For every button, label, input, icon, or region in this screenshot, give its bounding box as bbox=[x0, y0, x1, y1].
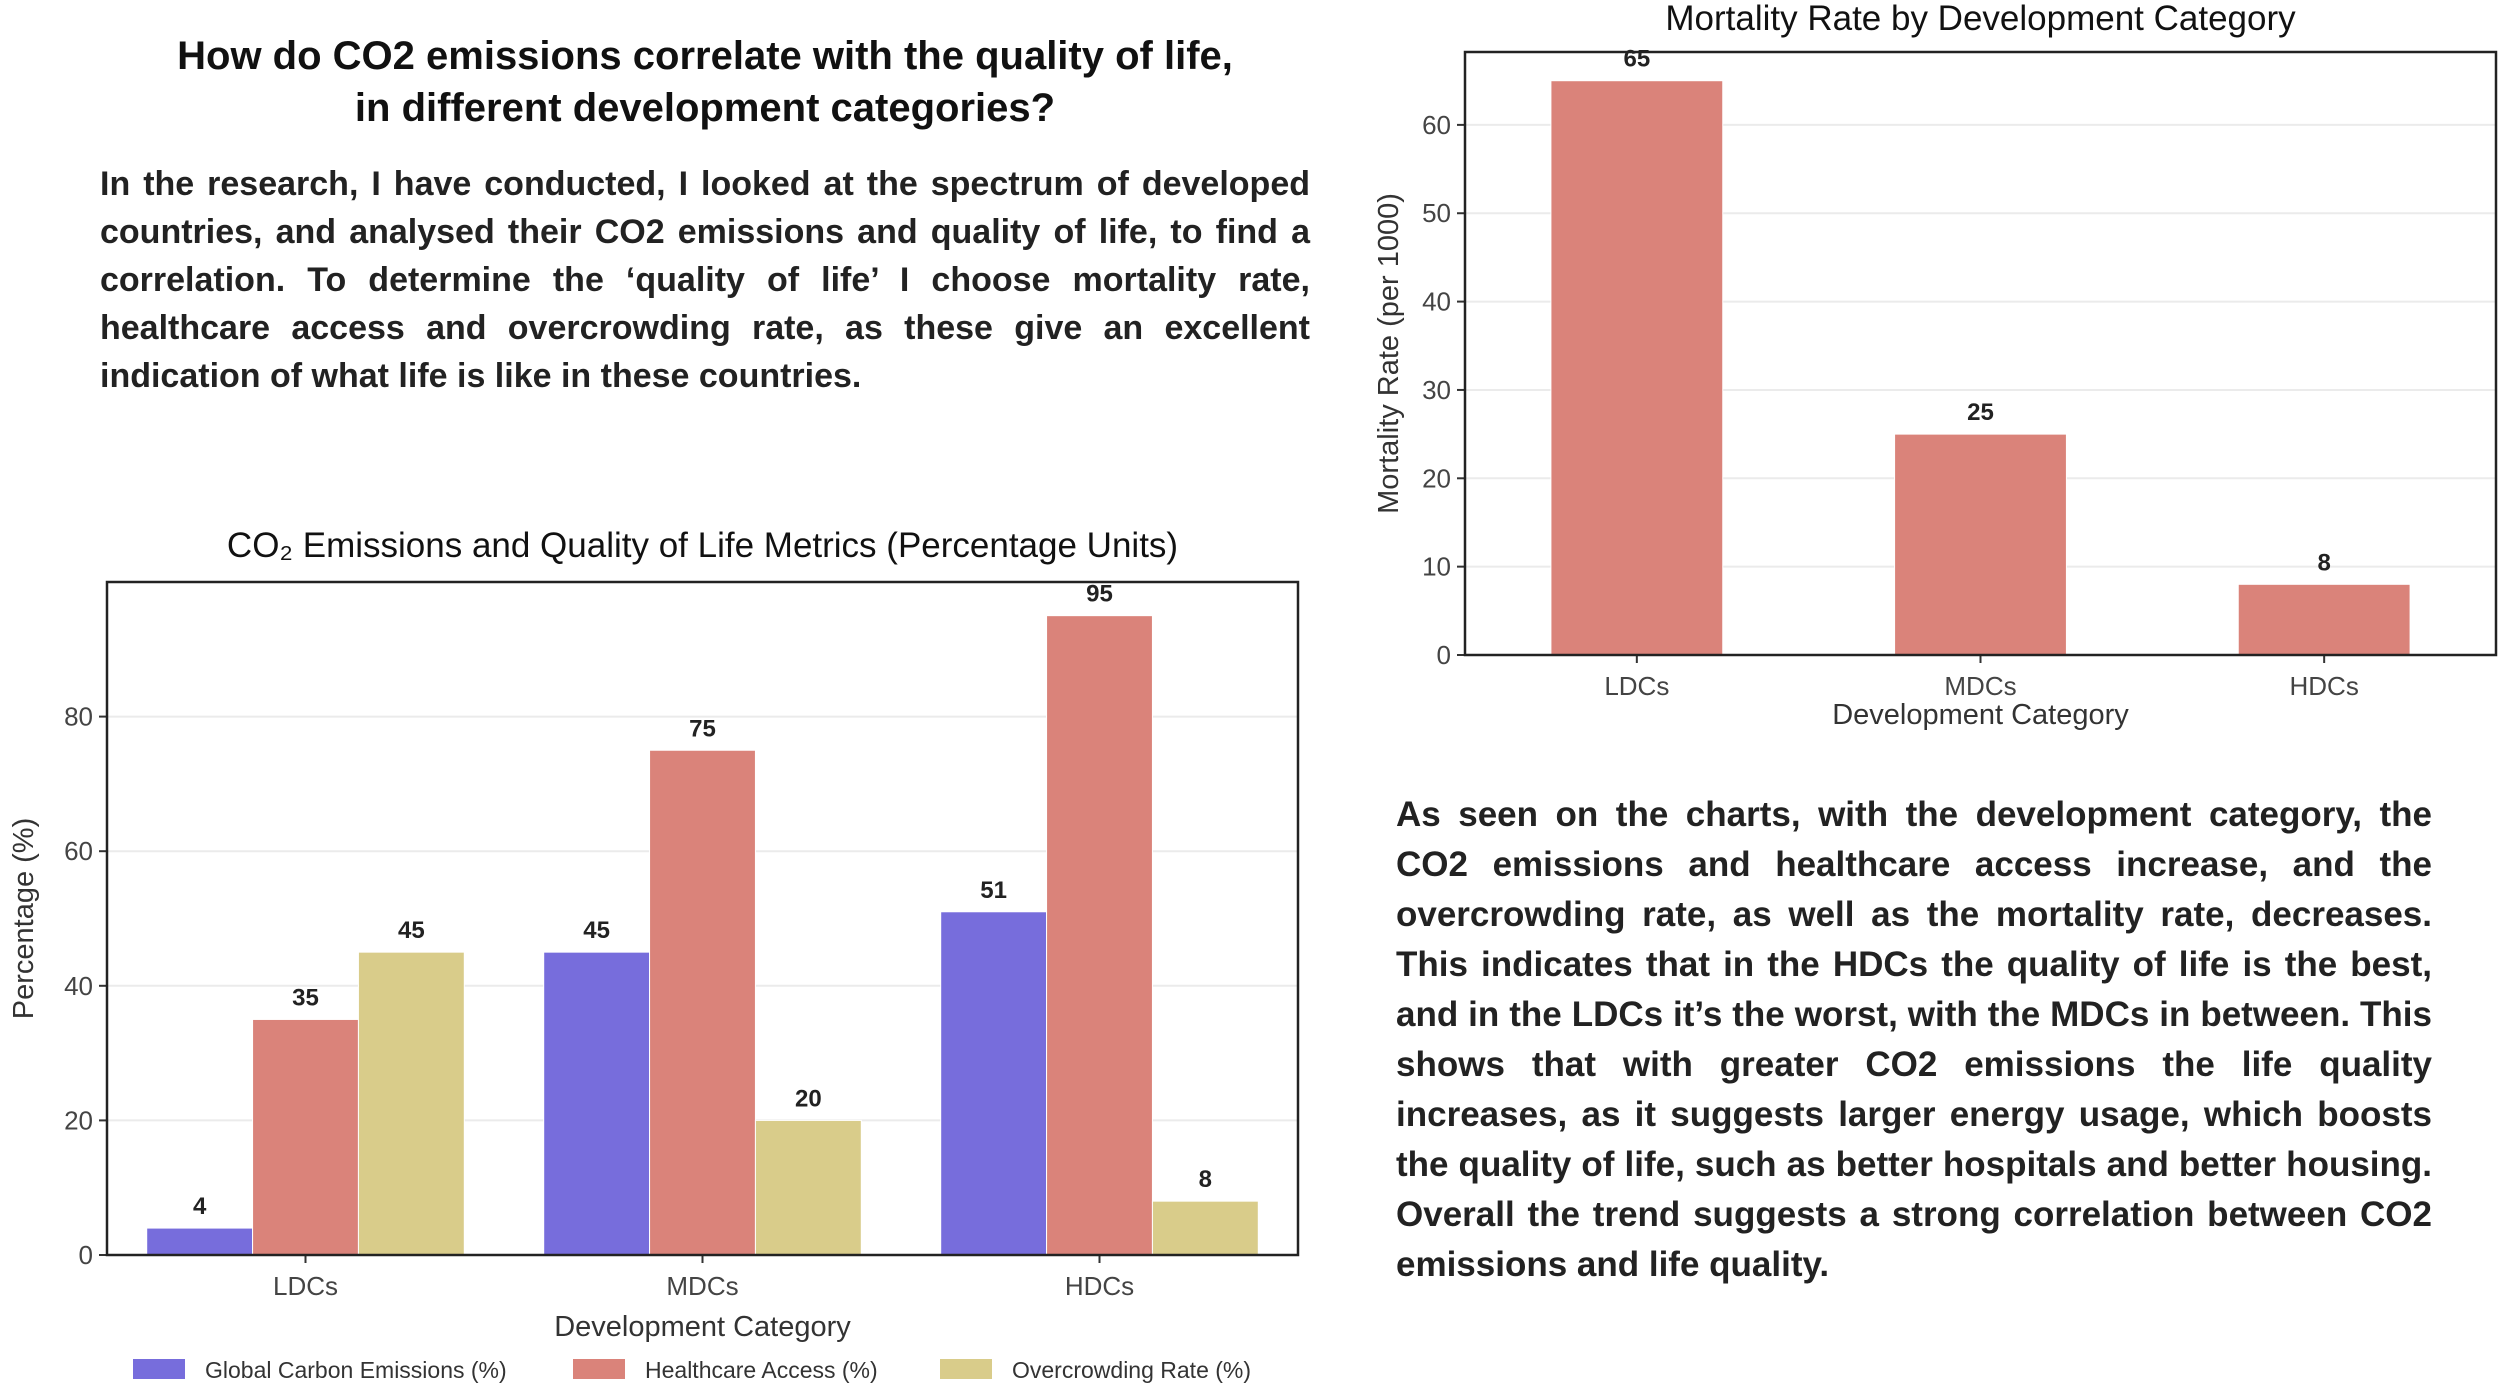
y-tick-label: 40 bbox=[1422, 287, 1451, 317]
bar bbox=[1550, 80, 1724, 656]
bar bbox=[649, 749, 756, 1256]
x-tick-label: HDCs bbox=[2289, 671, 2358, 701]
bar bbox=[754, 1119, 862, 1256]
y-axis-label: Mortality Rate (per 1000) bbox=[1373, 193, 1405, 514]
intro-column: How do CO2 emissions correlate with the … bbox=[100, 30, 1310, 520]
x-tick-label: LDCs bbox=[273, 1271, 338, 1301]
x-tick-label: LDCs bbox=[1604, 671, 1669, 701]
legend-swatch bbox=[133, 1359, 185, 1379]
y-tick-label: 60 bbox=[64, 836, 93, 866]
data-label: 8 bbox=[2317, 549, 2330, 576]
x-axis-label: Development Category bbox=[1832, 699, 2129, 731]
bar bbox=[252, 1018, 359, 1256]
data-label: 45 bbox=[583, 917, 610, 944]
y-tick-label: 10 bbox=[1422, 552, 1451, 582]
bar bbox=[940, 911, 1048, 1256]
x-axis-label: Development Category bbox=[554, 1311, 851, 1343]
y-tick-label: 30 bbox=[1422, 375, 1451, 405]
page-heading: How do CO2 emissions correlate with the … bbox=[177, 34, 1233, 130]
conclusion-paragraph: As seen on the charts, with the developm… bbox=[1396, 795, 2432, 1284]
x-tick-label: HDCs bbox=[1065, 1271, 1134, 1301]
y-tick-label: 80 bbox=[64, 702, 93, 732]
chart-title: CO₂ Emissions and Quality of Life Metric… bbox=[227, 526, 1178, 565]
data-label: 65 bbox=[1623, 46, 1650, 73]
bar bbox=[2237, 583, 2411, 656]
y-axis-label: Percentage (%) bbox=[8, 818, 40, 1020]
data-label: 20 bbox=[795, 1085, 822, 1112]
data-label: 4 bbox=[193, 1193, 207, 1220]
legend-swatch bbox=[573, 1359, 625, 1379]
bar bbox=[146, 1227, 254, 1256]
data-label: 8 bbox=[1199, 1166, 1212, 1193]
data-label: 51 bbox=[980, 877, 1007, 904]
y-tick-label: 20 bbox=[1422, 463, 1451, 493]
bar bbox=[1894, 433, 2067, 656]
plot-frame bbox=[105, 580, 1300, 1257]
bar bbox=[543, 951, 651, 1256]
y-tick-label: 60 bbox=[1422, 110, 1451, 140]
legend-label: Overcrowding Rate (%) bbox=[1012, 1357, 1251, 1383]
bar bbox=[1151, 1200, 1259, 1256]
x-tick-label: MDCs bbox=[1944, 671, 2016, 701]
y-tick-label: 20 bbox=[64, 1105, 93, 1135]
data-label: 75 bbox=[689, 715, 716, 742]
y-tick-label: 40 bbox=[64, 971, 93, 1001]
y-tick-label: 50 bbox=[1422, 198, 1451, 228]
data-label: 45 bbox=[398, 917, 425, 944]
bar bbox=[357, 951, 465, 1256]
plot-frame bbox=[1463, 50, 2498, 657]
legend-label: Healthcare Access (%) bbox=[645, 1357, 878, 1383]
legend-swatch bbox=[940, 1359, 992, 1379]
legend-label: Global Carbon Emissions (%) bbox=[205, 1357, 507, 1383]
data-label: 25 bbox=[1967, 399, 1994, 426]
y-tick-label: 0 bbox=[79, 1240, 93, 1270]
data-label: 35 bbox=[292, 984, 319, 1011]
chart-title: Mortality Rate by Development Category bbox=[1665, 0, 2296, 38]
bar bbox=[1046, 615, 1153, 1256]
intro-paragraph: In the research, I have conducted, I loo… bbox=[100, 165, 1310, 395]
data-label: 95 bbox=[1086, 581, 1113, 608]
y-tick-label: 0 bbox=[1437, 640, 1451, 670]
x-tick-label: MDCs bbox=[666, 1271, 738, 1301]
